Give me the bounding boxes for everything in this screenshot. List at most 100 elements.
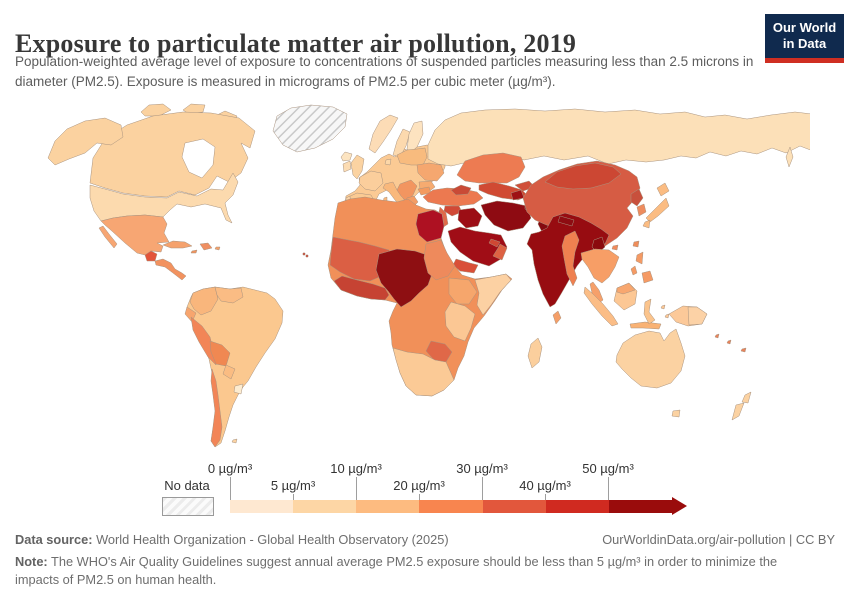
legend-tick-label-40: 40 µg/m³	[519, 478, 571, 493]
region-poland-baltics[interactable]	[396, 147, 428, 166]
country-ethiopia[interactable]	[448, 277, 478, 305]
country-greenland[interactable]	[272, 104, 348, 153]
region-gulf-of-guinea-coast[interactable]	[333, 275, 390, 301]
legend-arrow-icon	[672, 497, 687, 515]
country-kazakhstan[interactable]	[456, 152, 526, 184]
legend-color-bar[interactable]	[230, 500, 672, 513]
country-nepal[interactable]	[557, 215, 575, 227]
region-uae-qatar[interactable]	[488, 238, 501, 248]
country-iran[interactable]	[480, 200, 532, 232]
country-denmark[interactable]	[384, 158, 392, 166]
country-chile[interactable]	[210, 368, 223, 448]
region-east-africa[interactable]	[444, 301, 476, 342]
country-paraguay[interactable]	[222, 364, 236, 380]
country-mexico-baja[interactable]	[98, 225, 118, 249]
map-legend: 0 µg/m³ 5 µg/m³ 10 µg/m³ 20 µg/m³ 30 µg/…	[160, 461, 705, 519]
chart-subtitle: Population-weighted average level of exp…	[15, 54, 754, 90]
country-hispaniola[interactable]	[199, 242, 213, 251]
legend-bin-10-20[interactable]	[356, 500, 420, 513]
country-mongolia[interactable]	[544, 162, 622, 190]
country-ireland[interactable]	[342, 160, 352, 173]
island-hainan[interactable]	[611, 244, 619, 251]
country-south-korea[interactable]	[636, 203, 647, 217]
country-venezuela[interactable]	[214, 286, 244, 304]
country-cape-verde[interactable]	[302, 252, 309, 258]
legend-bin-20-30[interactable]	[419, 500, 483, 513]
country-guatemala[interactable]	[144, 250, 158, 262]
region-indochina[interactable]	[580, 248, 620, 284]
owid-logo-line2: in Data	[782, 36, 827, 52]
country-ukraine[interactable]	[416, 162, 445, 182]
legend-tick-mark	[356, 477, 357, 500]
country-madagascar[interactable]	[527, 337, 543, 369]
country-sudan[interactable]	[423, 239, 456, 281]
island-java[interactable]	[629, 321, 662, 330]
owid-logo[interactable]: Our World in Data	[765, 14, 844, 63]
country-philippines[interactable]	[630, 251, 654, 284]
page-title: Exposure to particulate matter air pollu…	[15, 29, 577, 59]
region-southern-africa[interactable]	[392, 347, 455, 397]
country-canada[interactable]	[89, 103, 256, 198]
world-choropleth-map[interactable]	[45, 103, 810, 455]
country-papua-new-guinea[interactable]	[687, 306, 708, 326]
legend-tick-label-0: 0 µg/m³	[207, 461, 253, 476]
island-tasmania[interactable]	[671, 409, 681, 418]
country-uruguay[interactable]	[233, 383, 244, 395]
country-jamaica[interactable]	[190, 249, 198, 254]
legend-bin-40-50[interactable]	[545, 500, 609, 513]
country-new-zealand[interactable]	[731, 391, 752, 421]
country-north-korea[interactable]	[630, 188, 644, 207]
country-japan[interactable]	[642, 182, 670, 229]
data-source-label: Data source:	[15, 532, 93, 547]
country-myanmar[interactable]	[561, 230, 580, 287]
attribution-link[interactable]: OurWorldinData.org/air-pollution | CC BY	[602, 532, 835, 547]
country-mexico[interactable]	[100, 214, 170, 256]
owid-logo-accent-bar	[765, 57, 844, 63]
note-line: Note: The WHO's Air Quality Guidelines s…	[15, 553, 815, 590]
country-iceland[interactable]	[340, 151, 353, 162]
island-sumatra[interactable]	[583, 286, 619, 327]
legend-tick-mark	[482, 477, 483, 500]
legend-bin-5-10[interactable]	[293, 500, 357, 513]
country-norway[interactable]	[368, 114, 399, 154]
country-oman[interactable]	[492, 243, 508, 261]
region-niger-chad-nigeria[interactable]	[375, 248, 434, 308]
country-somalia[interactable]	[474, 273, 512, 316]
note-text: The WHO's Air Quality Guidelines suggest…	[15, 553, 778, 588]
country-australia[interactable]	[615, 328, 686, 389]
region-central-america[interactable]	[154, 258, 187, 281]
islands-pacific[interactable]	[714, 333, 747, 353]
legend-bin-0-5[interactable]	[230, 500, 294, 513]
legend-tick-mark	[230, 477, 231, 500]
data-source-line: Data source: World Health Organization -…	[15, 531, 449, 550]
country-syria[interactable]	[443, 205, 463, 217]
country-peru[interactable]	[190, 316, 217, 366]
country-sri-lanka[interactable]	[552, 310, 562, 325]
country-france[interactable]	[358, 170, 384, 192]
country-iraq[interactable]	[457, 207, 483, 229]
owid-logo-line1: Our World	[772, 20, 837, 35]
country-taiwan[interactable]	[632, 240, 640, 248]
falkland-islands[interactable]	[231, 438, 238, 444]
note-label: Note:	[15, 553, 48, 569]
islands-moluccas[interactable]	[660, 304, 670, 319]
country-united-kingdom[interactable]	[350, 154, 365, 180]
country-cuba[interactable]	[162, 240, 193, 249]
country-puerto-rico[interactable]	[214, 246, 221, 251]
country-colombia[interactable]	[189, 286, 219, 316]
legend-tick-mark	[545, 494, 546, 500]
region-caucasus[interactable]	[450, 184, 472, 196]
country-russia[interactable]	[427, 108, 810, 171]
legend-tick-label-5: 5 µg/m³	[270, 478, 316, 493]
country-usa-alaska[interactable]	[47, 117, 124, 166]
island-sulawesi[interactable]	[643, 298, 656, 325]
country-egypt[interactable]	[415, 209, 445, 243]
legend-tick-label-20: 20 µg/m³	[393, 478, 445, 493]
region-malaysia-borneo[interactable]	[616, 282, 636, 295]
legend-no-data-swatch[interactable]	[162, 497, 214, 516]
legend-tick-label-50: 50 µg/m³	[582, 461, 634, 476]
legend-bin-50-plus[interactable]	[608, 500, 672, 513]
legend-bin-30-40[interactable]	[482, 500, 546, 513]
data-source-text: World Health Organization - Global Healt…	[92, 532, 449, 547]
legend-tick-mark	[293, 494, 294, 500]
